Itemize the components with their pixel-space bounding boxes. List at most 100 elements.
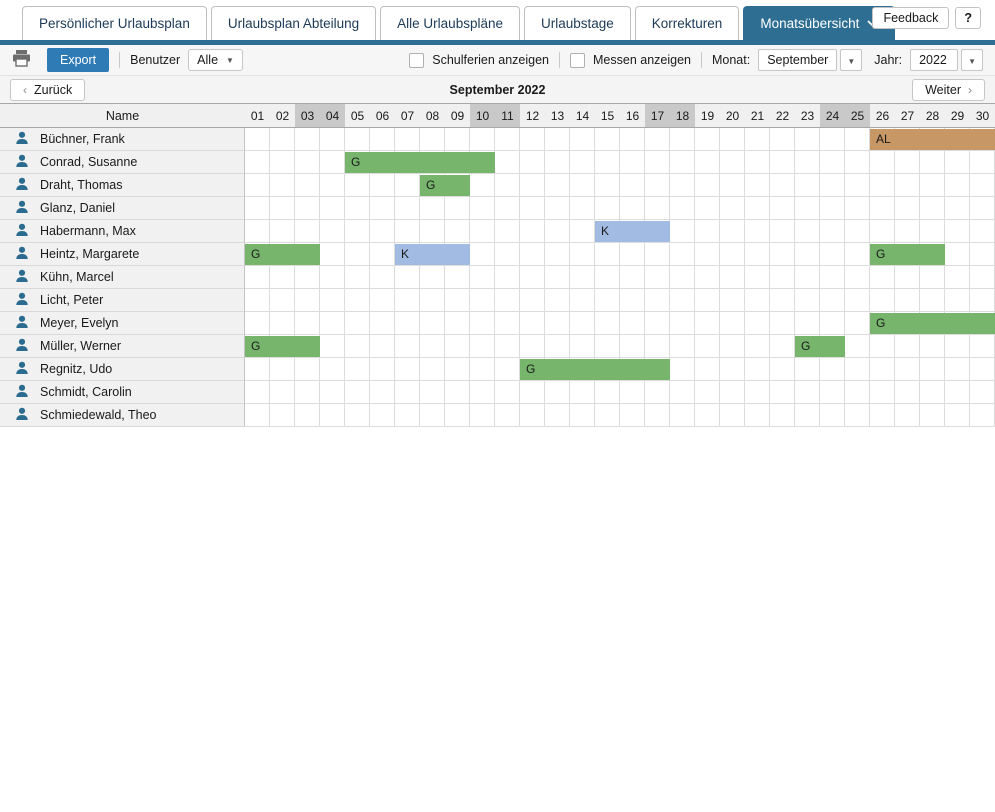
day-cell[interactable] — [395, 128, 420, 151]
day-cell[interactable] — [545, 312, 570, 335]
day-cell[interactable] — [545, 266, 570, 289]
day-cell[interactable] — [895, 174, 920, 197]
day-cell[interactable] — [470, 243, 495, 266]
day-cell[interactable] — [795, 404, 820, 427]
day-cell[interactable] — [470, 381, 495, 404]
tab-1[interactable]: Persönlicher Urlaubsplan — [22, 6, 207, 40]
day-cell[interactable] — [720, 312, 745, 335]
day-cell[interactable] — [895, 266, 920, 289]
day-cell[interactable] — [245, 358, 270, 381]
day-cell[interactable] — [245, 381, 270, 404]
day-cell[interactable] — [370, 289, 395, 312]
tab-4[interactable]: Urlaubstage — [523, 6, 631, 40]
day-cell[interactable] — [595, 174, 620, 197]
day-cell[interactable] — [595, 312, 620, 335]
day-cell[interactable] — [570, 151, 595, 174]
day-cell[interactable] — [895, 404, 920, 427]
jahr-dropdown-button[interactable]: ▼ — [961, 49, 983, 71]
benutzer-dropdown[interactable]: Alle ▼ — [188, 49, 243, 71]
day-cell[interactable] — [970, 151, 995, 174]
day-cell[interactable] — [870, 174, 895, 197]
day-cell[interactable] — [670, 197, 695, 220]
vacation-bar-G[interactable]: G — [420, 175, 470, 196]
day-cell[interactable] — [745, 289, 770, 312]
day-cell[interactable] — [795, 266, 820, 289]
day-cell[interactable] — [295, 220, 320, 243]
day-cell[interactable] — [445, 266, 470, 289]
day-cell[interactable] — [745, 174, 770, 197]
day-cell[interactable] — [945, 289, 970, 312]
day-cell[interactable] — [320, 404, 345, 427]
day-cell[interactable] — [795, 128, 820, 151]
day-cell[interactable] — [745, 128, 770, 151]
day-cell[interactable] — [495, 381, 520, 404]
day-cell[interactable] — [820, 289, 845, 312]
day-cell[interactable] — [645, 289, 670, 312]
day-cell[interactable] — [620, 312, 645, 335]
day-cell[interactable] — [745, 404, 770, 427]
day-cell[interactable] — [695, 335, 720, 358]
day-cell[interactable] — [570, 243, 595, 266]
day-cell[interactable] — [270, 358, 295, 381]
day-cell[interactable] — [945, 174, 970, 197]
day-cell[interactable] — [745, 358, 770, 381]
day-cell[interactable] — [745, 243, 770, 266]
day-cell[interactable] — [720, 404, 745, 427]
day-cell[interactable] — [645, 197, 670, 220]
day-cell[interactable] — [945, 243, 970, 266]
day-cell[interactable] — [920, 404, 945, 427]
day-cell[interactable] — [970, 197, 995, 220]
day-cell[interactable] — [420, 220, 445, 243]
day-cell[interactable] — [520, 266, 545, 289]
vacation-bar-K[interactable]: K — [595, 221, 670, 242]
vacation-bar-G[interactable]: G — [795, 336, 845, 357]
day-cell[interactable] — [970, 289, 995, 312]
day-cell[interactable] — [720, 289, 745, 312]
day-cell[interactable] — [495, 358, 520, 381]
tab-6[interactable]: Monatsübersicht — [743, 6, 896, 40]
day-cell[interactable] — [845, 335, 870, 358]
day-cell[interactable] — [295, 289, 320, 312]
day-cell[interactable] — [545, 197, 570, 220]
day-cell[interactable] — [370, 174, 395, 197]
day-cell[interactable] — [870, 220, 895, 243]
day-cell[interactable] — [445, 128, 470, 151]
day-cell[interactable] — [770, 243, 795, 266]
day-cell[interactable] — [795, 358, 820, 381]
day-cell[interactable] — [695, 404, 720, 427]
day-cell[interactable] — [670, 174, 695, 197]
day-cell[interactable] — [320, 266, 345, 289]
day-cell[interactable] — [770, 128, 795, 151]
day-cell[interactable] — [245, 404, 270, 427]
day-cell[interactable] — [870, 381, 895, 404]
day-cell[interactable] — [395, 335, 420, 358]
day-cell[interactable] — [645, 404, 670, 427]
day-cell[interactable] — [295, 197, 320, 220]
day-cell[interactable] — [620, 289, 645, 312]
day-cell[interactable] — [545, 243, 570, 266]
day-cell[interactable] — [845, 404, 870, 427]
day-cell[interactable] — [420, 381, 445, 404]
day-cell[interactable] — [920, 335, 945, 358]
day-cell[interactable] — [320, 289, 345, 312]
day-cell[interactable] — [520, 335, 545, 358]
help-button[interactable]: ? — [955, 7, 981, 29]
day-cell[interactable] — [320, 335, 345, 358]
day-cell[interactable] — [620, 404, 645, 427]
day-cell[interactable] — [820, 243, 845, 266]
day-cell[interactable] — [645, 381, 670, 404]
day-cell[interactable] — [320, 220, 345, 243]
day-cell[interactable] — [495, 220, 520, 243]
day-cell[interactable] — [620, 243, 645, 266]
day-cell[interactable] — [595, 243, 620, 266]
day-cell[interactable] — [295, 404, 320, 427]
day-cell[interactable] — [870, 404, 895, 427]
day-cell[interactable] — [620, 128, 645, 151]
day-cell[interactable] — [270, 289, 295, 312]
day-cell[interactable] — [345, 289, 370, 312]
day-cell[interactable] — [620, 335, 645, 358]
day-cell[interactable] — [570, 266, 595, 289]
day-cell[interactable] — [520, 128, 545, 151]
day-cell[interactable] — [245, 289, 270, 312]
day-cell[interactable] — [420, 335, 445, 358]
